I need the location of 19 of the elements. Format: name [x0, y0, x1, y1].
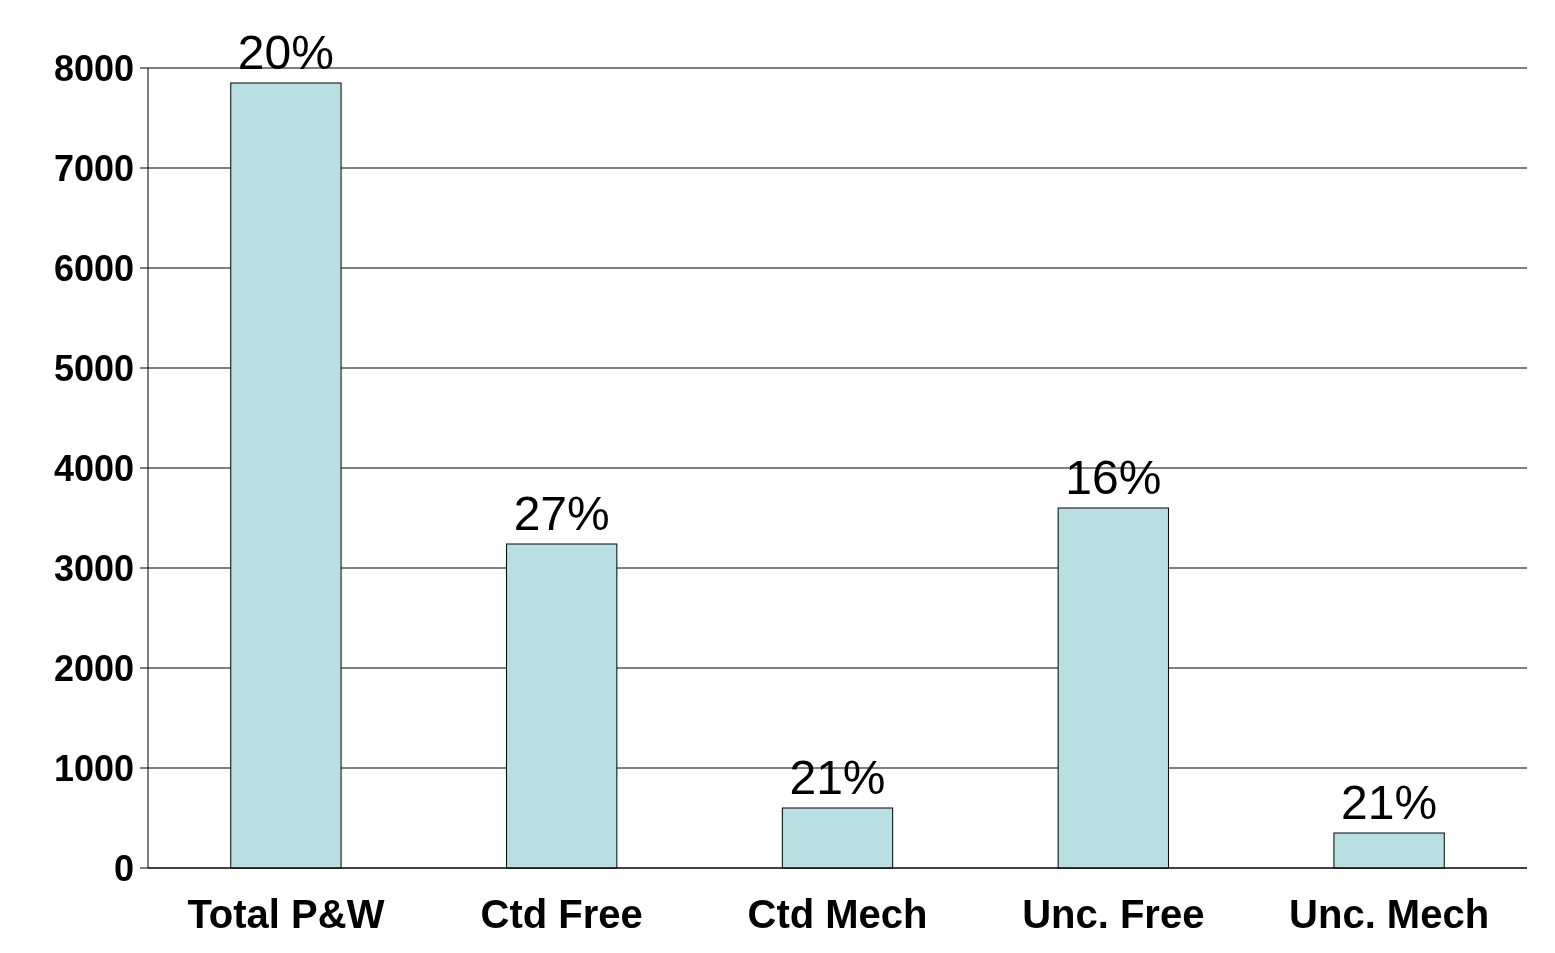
y-tick-label: 5000 — [53, 347, 134, 389]
y-tick-label: 7000 — [53, 147, 134, 189]
x-tick-label: Unc. Mech — [1289, 892, 1490, 936]
x-tick-label: Ctd Mech — [747, 892, 928, 936]
y-tick-label: 1000 — [53, 747, 134, 789]
y-tick-label: 2000 — [53, 647, 134, 689]
y-tick-label: 8000 — [53, 47, 134, 89]
x-tick-label: Unc. Free — [1022, 892, 1205, 936]
annotation: 20% — [237, 26, 334, 79]
x-tick-label: Ctd Free — [480, 892, 643, 936]
y-tick-label: 4000 — [53, 447, 134, 489]
x-tick-label: Total P&W — [187, 892, 385, 936]
y-tick-label: 3000 — [53, 547, 134, 589]
annotation: 27% — [513, 487, 610, 540]
y-tick-label: 0 — [113, 847, 134, 889]
annotation: 21% — [1341, 776, 1438, 829]
y-tick-label: 6000 — [53, 247, 134, 289]
annotation: 21% — [789, 751, 886, 804]
annotation: 16% — [1065, 451, 1162, 504]
